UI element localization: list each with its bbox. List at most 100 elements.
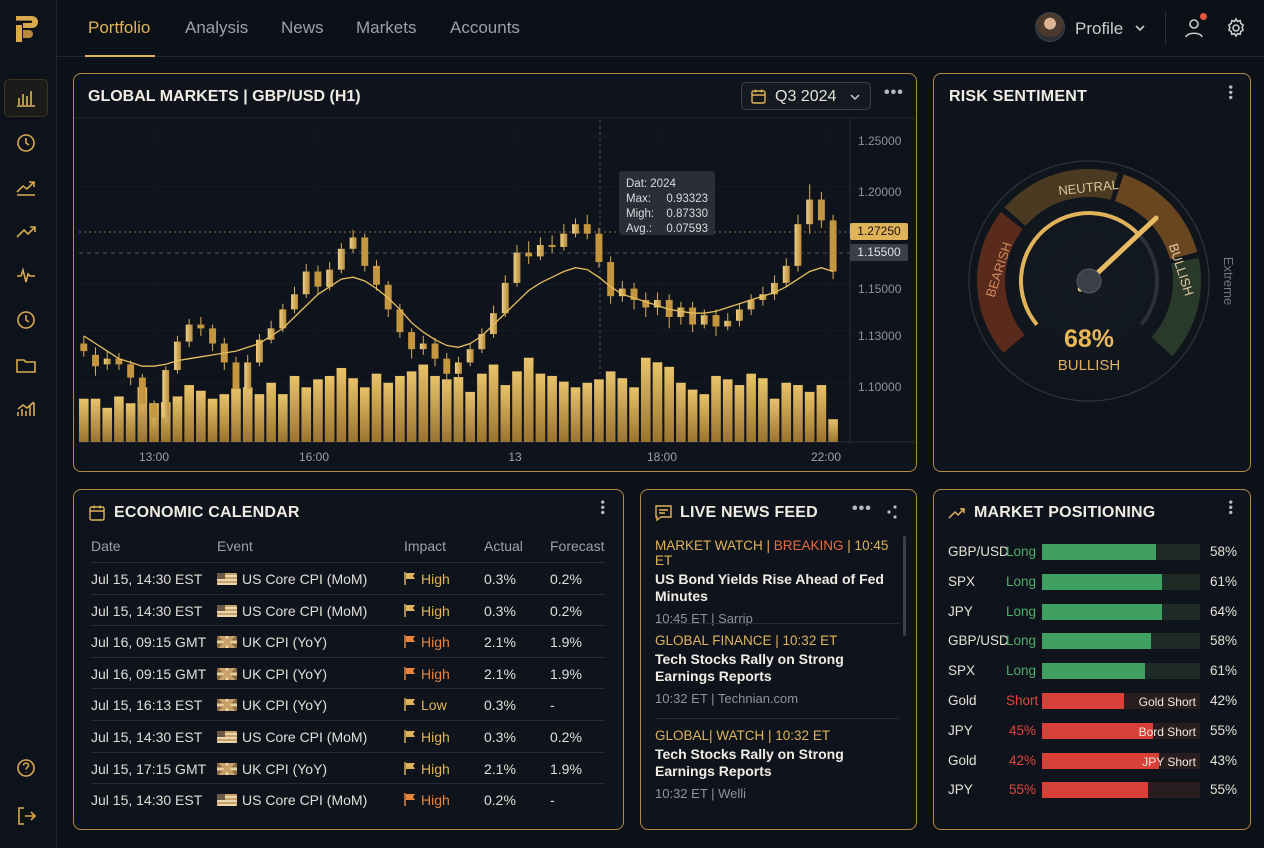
candle-body: [138, 377, 146, 405]
volume-bar: [605, 371, 616, 442]
sidebar-item-logout[interactable]: [4, 797, 48, 835]
avatar[interactable]: [1035, 12, 1065, 42]
tab-portfolio[interactable]: Portfolio: [88, 18, 151, 37]
risk-more-icon[interactable]: •••: [1224, 85, 1238, 101]
position-side: 45%: [1008, 722, 1036, 738]
position-row[interactable]: SPX Long 61%: [948, 572, 1238, 592]
profile-label[interactable]: Profile: [1075, 19, 1124, 38]
position-bar: [1042, 782, 1200, 799]
sidebar-item-signals[interactable]: [4, 257, 48, 295]
candle-body: [501, 282, 509, 314]
col-impact[interactable]: Impact: [404, 538, 447, 554]
sidebar-item-history[interactable]: [4, 124, 48, 162]
col-forecast[interactable]: Forecast: [550, 538, 605, 554]
table-row[interactable]: Jul 15, 14:30 EST US Core CPI (MoM) High…: [91, 720, 605, 751]
event-name: UK CPI (YoY): [242, 697, 328, 714]
candle-body: [466, 349, 474, 363]
sidebar-item-help[interactable]: [4, 749, 48, 787]
news-more-icon[interactable]: •••: [852, 500, 872, 517]
sidebar: [0, 0, 57, 848]
candle-body: [618, 288, 626, 297]
candle-body: [700, 315, 708, 325]
candle-body: [185, 324, 193, 342]
calendar-more-icon[interactable]: •••: [596, 500, 610, 516]
y-tick-label: 1.25000: [858, 134, 902, 148]
volume-bar: [828, 419, 838, 442]
news-item[interactable]: GLOBAL| WATCH | 10:32 ET Tech Stocks Ral…: [655, 728, 901, 801]
tab-markets[interactable]: Markets: [356, 18, 417, 37]
asset-name: GBP/USD: [948, 544, 1009, 559]
candle-body: [103, 358, 111, 365]
event-date: Jul 16, 09:15 GMT: [91, 665, 207, 682]
sidebar-item-dashboard[interactable]: [4, 79, 48, 117]
tab-analysis[interactable]: Analysis: [185, 18, 249, 37]
candle-body: [443, 358, 451, 374]
position-percent: 61%: [1210, 663, 1238, 679]
position-row[interactable]: GBP/USD Long 58%: [948, 542, 1238, 562]
volume-bar: [488, 364, 499, 442]
user-icon[interactable]: [1183, 17, 1205, 39]
sidebar-item-schedule[interactable]: [4, 301, 48, 339]
table-row[interactable]: Jul 15, 14:30 EST US Core CPI (MoM) High…: [91, 783, 605, 814]
news-meta: 10:32 ET | Technian.com: [655, 691, 799, 706]
table-row[interactable]: Jul 15, 17:15 GMT UK CPI (YoY) High 2.1%…: [91, 751, 605, 783]
position-side: Long: [1006, 603, 1037, 619]
crosshair-price-tag: 1.15500: [850, 244, 908, 261]
volume-bar: [137, 387, 148, 442]
position-side: 55%: [1008, 782, 1036, 798]
volume-bar: [266, 382, 276, 442]
candle-body: [349, 237, 357, 249]
table-row[interactable]: Jul 15, 16:13 EST UK CPI (YoY) Low 0.3% …: [91, 688, 605, 719]
chart-more-icon[interactable]: •••: [884, 84, 904, 101]
asset-name: Gold: [948, 752, 977, 768]
volume-bar: [301, 387, 312, 442]
position-row[interactable]: JPY 45% Bord Short 55%: [948, 721, 1238, 741]
tab-accounts[interactable]: Accounts: [450, 18, 520, 37]
table-row[interactable]: Jul 15, 14:30 EST US Core CPI (MoM) High…: [91, 593, 605, 625]
sidebar-item-reports[interactable]: [4, 390, 48, 428]
position-row[interactable]: JPY Long 64%: [948, 602, 1238, 622]
news-scrollbar[interactable]: [903, 536, 906, 636]
position-percent: 58%: [1210, 544, 1238, 559]
tab-news[interactable]: News: [281, 18, 324, 37]
table-row[interactable]: Jul 16, 09:15 GMT UK CPI (YoY) High 2.1%…: [91, 625, 605, 656]
sidebar-item-performance[interactable]: [4, 212, 48, 250]
sidebar-item-files[interactable]: [4, 346, 48, 384]
news-headline: Tech Stocks Rally on Strong Earnings Rep…: [655, 651, 844, 684]
news-tag: GLOBAL| WATCH | 10:32 ET: [655, 728, 831, 743]
news-item[interactable]: GLOBAL FINANCE | 10:32 ET Tech Stocks Ra…: [655, 633, 901, 706]
chevron-down-icon[interactable]: [1133, 21, 1147, 35]
volume-bar: [348, 378, 358, 442]
folder-icon: [16, 359, 36, 373]
volume-bar: [687, 389, 698, 442]
candle-body: [419, 343, 427, 350]
candle-body: [408, 332, 416, 350]
y-tick-label: 1.20000: [858, 185, 902, 199]
table-row[interactable]: Jul 16, 09:15 GMT UK CPI (YoY) High 2.1%…: [91, 656, 605, 688]
position-row[interactable]: Gold 42% JPY Short 43%: [948, 751, 1238, 771]
news-item[interactable]: MARKET WATCH | BREAKING | 10:45 ET US Bo…: [655, 538, 901, 626]
volume-bar: [629, 387, 639, 442]
share-icon[interactable]: [885, 504, 899, 520]
asset-name: GBP/USD: [948, 633, 1009, 649]
position-row[interactable]: GBP/USD Long 58%: [948, 631, 1238, 651]
candle-body: [150, 404, 158, 418]
gear-icon[interactable]: [1225, 17, 1247, 39]
trending-icon: [16, 226, 36, 238]
col-date[interactable]: Date: [91, 538, 121, 554]
position-bar-fill: [1042, 633, 1152, 650]
position-row[interactable]: Gold Short Gold Short 42%: [948, 691, 1238, 711]
position-row[interactable]: JPY 55% 55%: [948, 780, 1238, 800]
period-select[interactable]: Q3 2024: [741, 82, 871, 110]
candle-body: [782, 265, 790, 283]
table-row[interactable]: Jul 15, 14:30 EST US Core CPI (MoM) High…: [91, 562, 605, 593]
actual-value: 2.1%: [484, 760, 516, 777]
candle-body: [127, 364, 135, 378]
col-event[interactable]: Event: [217, 538, 253, 554]
col-actual[interactable]: Actual: [484, 538, 523, 554]
sidebar-item-trends[interactable]: [4, 168, 48, 206]
position-row[interactable]: SPX Long 61%: [948, 661, 1238, 681]
positioning-more-icon[interactable]: •••: [1224, 500, 1238, 516]
volume-bar: [500, 385, 511, 442]
calendar-icon: [751, 89, 766, 104]
